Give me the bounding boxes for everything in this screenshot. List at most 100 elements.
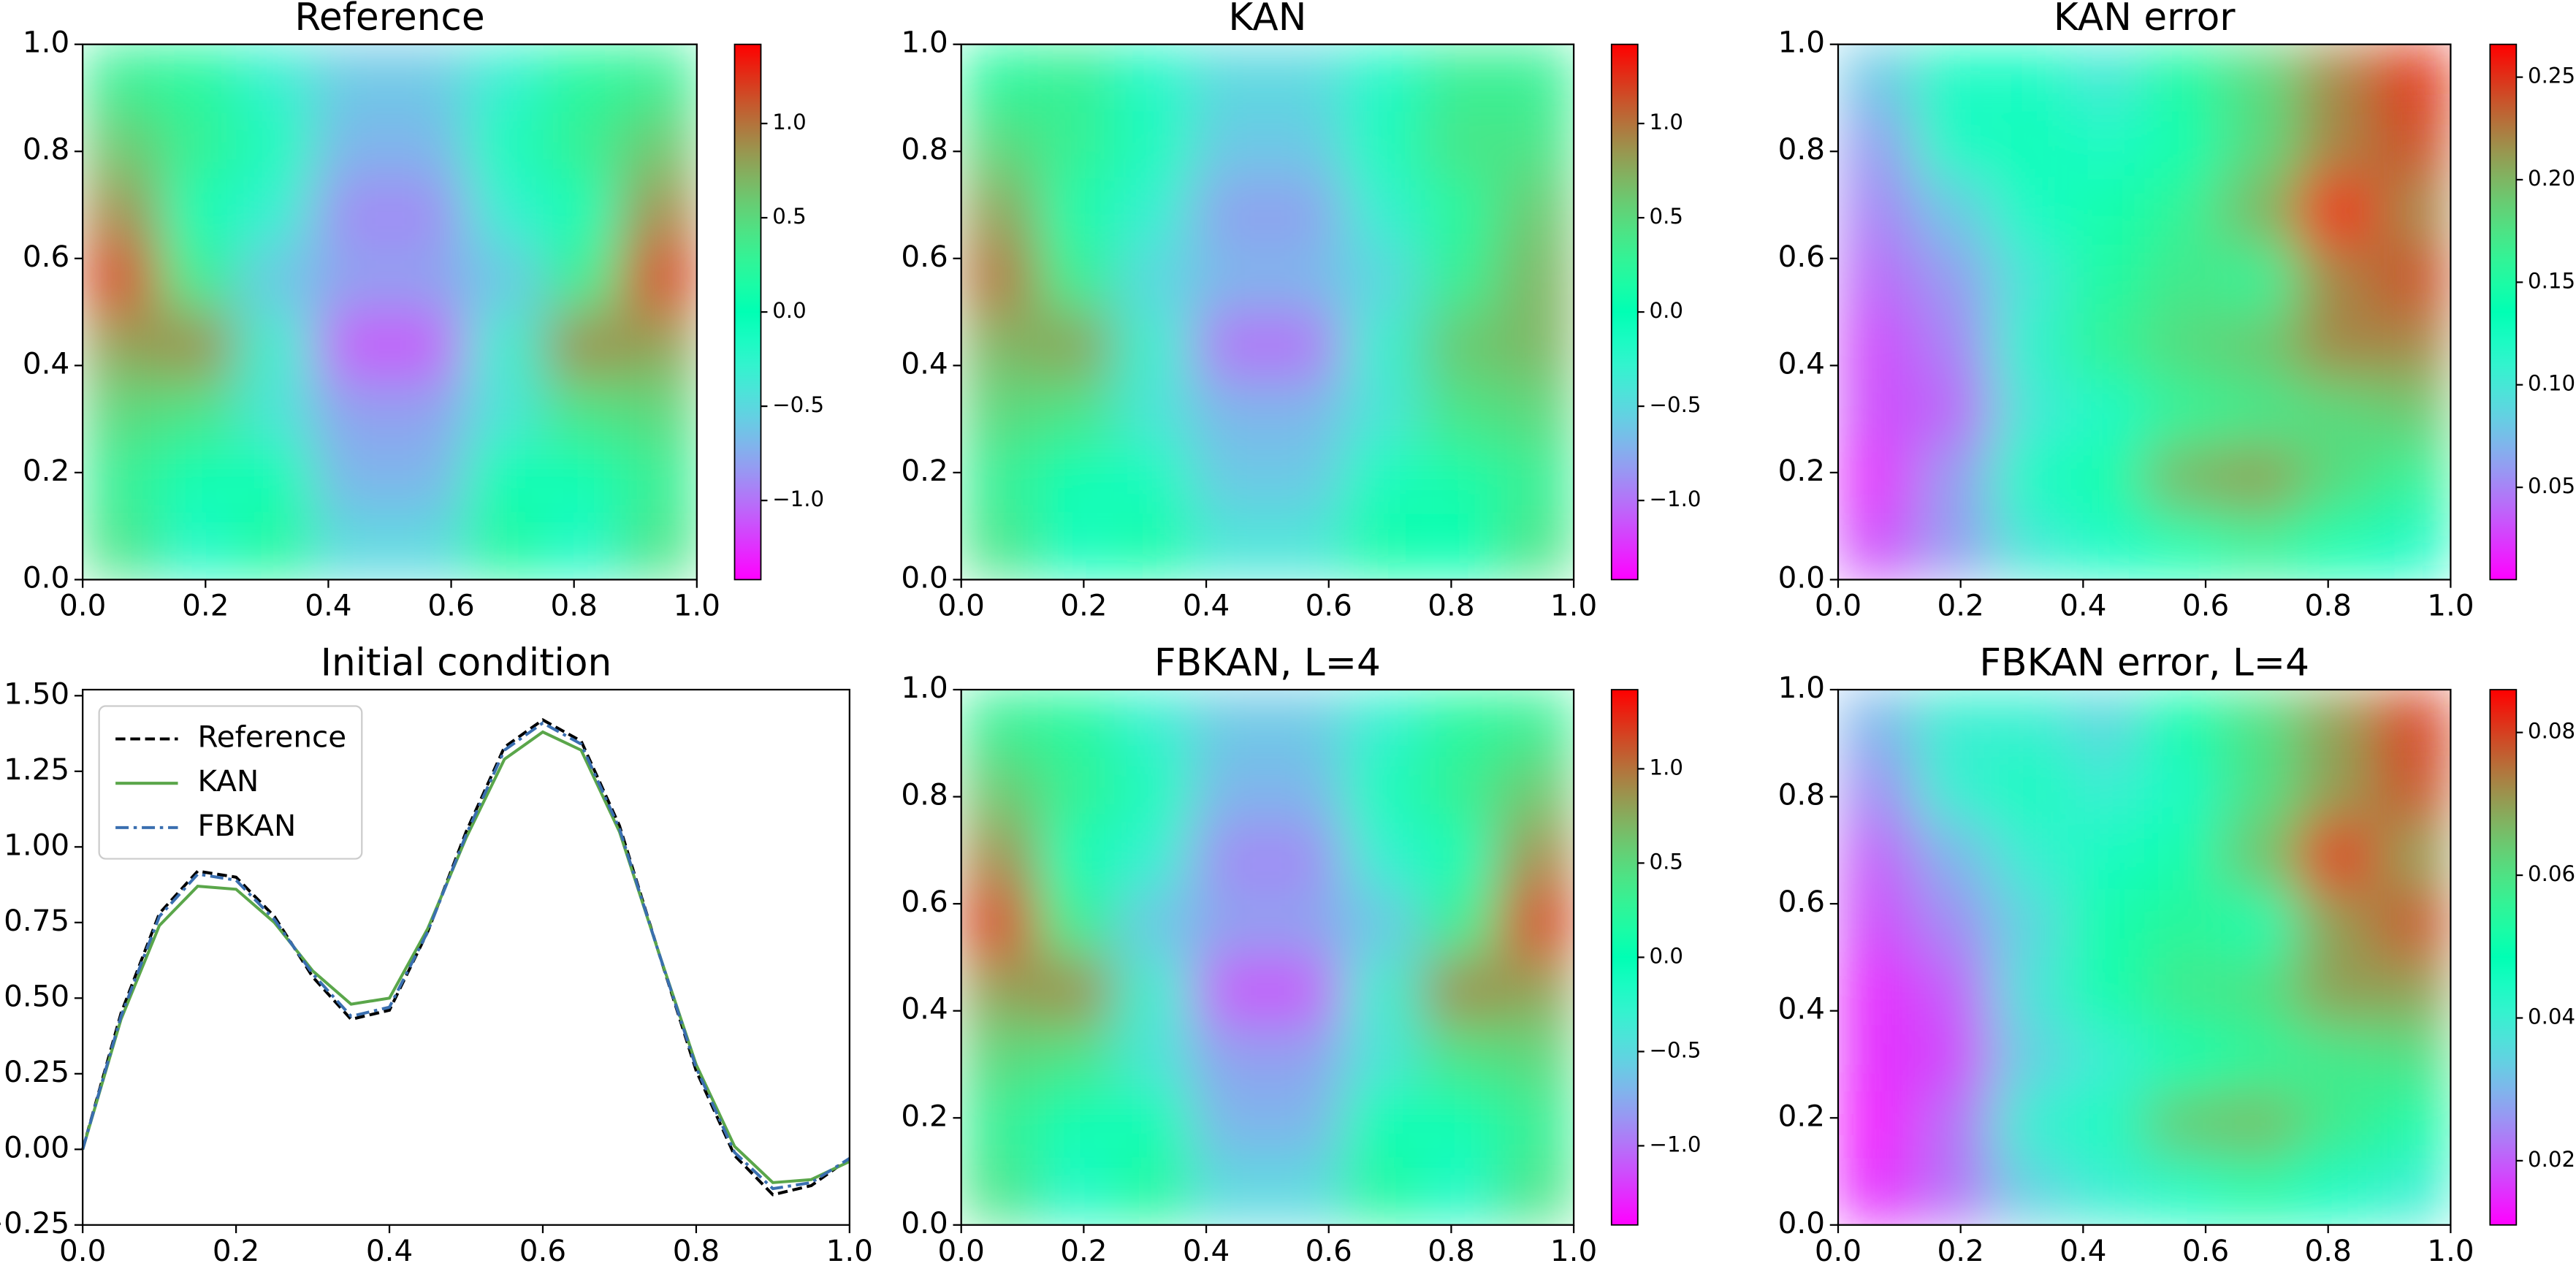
- heatmap-cell: [1497, 823, 1574, 891]
- heatmap-cell: [1914, 245, 1992, 313]
- y-tick-label: −0.25: [0, 1205, 69, 1240]
- heatmap-cell: [1837, 823, 1916, 891]
- heatmap-cell: [1191, 312, 1269, 380]
- colorbar-tick-label: 0.20: [2528, 166, 2575, 191]
- legend: Reference KAN FBKAN: [98, 705, 363, 860]
- heatmap-cell: [1344, 111, 1422, 180]
- heatmap-cell: [961, 446, 1039, 514]
- heatmap-cell: [1114, 823, 1192, 891]
- x-tick-label: 0.4: [366, 1233, 413, 1266]
- heatmap-cell: [2374, 1091, 2451, 1159]
- heatmap-cell: [1344, 378, 1422, 447]
- heatmap-cell: [2220, 1091, 2298, 1159]
- heatmap-cell: [1497, 756, 1574, 825]
- heatmap-cell: [2068, 512, 2146, 580]
- x-tick-label: 0.0: [59, 1233, 106, 1266]
- heatmap-cell: [83, 178, 161, 246]
- panel-title: Reference: [294, 0, 484, 39]
- heatmap-cell: [2068, 957, 2146, 1026]
- heatmap-cell: [2068, 756, 2146, 825]
- heatmap-cell: [389, 178, 468, 246]
- x-tick-label: 0.0: [938, 1233, 985, 1266]
- y-tick-label: 0.4: [901, 346, 948, 381]
- heatmap-cell: [2068, 111, 2146, 180]
- heatmap-cell: [2374, 823, 2451, 891]
- heatmap-cell: [1344, 957, 1422, 1026]
- heatmap-cell: [2068, 446, 2146, 514]
- heatmap-cell: [1114, 178, 1192, 246]
- legend-label: Reference: [198, 719, 347, 754]
- heatmap-cell: [1991, 245, 2069, 313]
- heatmap-cell: [1914, 178, 1992, 246]
- heatmap-cell: [1914, 1024, 1992, 1092]
- heatmap-cell: [1191, 178, 1269, 246]
- heatmap-cell: [961, 512, 1039, 580]
- heatmap-cell: [389, 378, 468, 447]
- heatmap-cell: [2374, 245, 2451, 313]
- heatmap-cell: [2144, 111, 2222, 180]
- heatmap-cell: [2144, 245, 2222, 313]
- heatmap-cell: [1267, 1024, 1345, 1092]
- panel-title: KAN error: [2054, 0, 2236, 39]
- heatmap-cell: [2144, 957, 2222, 1026]
- heatmap-cell: [236, 178, 314, 246]
- y-tick-label: 0.2: [1778, 1098, 1825, 1133]
- y-tick-label: 1.0: [23, 25, 69, 60]
- heatmap-cell: [2374, 1024, 2451, 1092]
- heatmap-cell: [2220, 378, 2298, 447]
- x-tick-label: 0.2: [213, 1233, 259, 1266]
- heatmap-cell: [2144, 378, 2222, 447]
- heatmap-cell: [1344, 446, 1422, 514]
- colorbar-tick-label: 0.0: [1650, 943, 1683, 968]
- heatmap-cell: [2068, 1024, 2146, 1092]
- heatmap-cell: [1344, 823, 1422, 891]
- heatmap-cell: [1114, 44, 1192, 113]
- heatmap-cell: [1114, 690, 1192, 758]
- heatmap-cell: [1191, 890, 1269, 958]
- heatmap: [83, 44, 697, 580]
- heatmap-cell: [2297, 111, 2375, 180]
- heatmap-cell: [1991, 823, 2069, 891]
- heatmap-cell: [1837, 690, 1916, 758]
- heatmap-cell: [2144, 312, 2222, 380]
- heatmap: [1837, 690, 2451, 1225]
- heatmap-cell: [1991, 1024, 2069, 1092]
- heatmap-cell: [2068, 690, 2146, 758]
- heatmap-cell: [1837, 245, 1916, 313]
- colorbar-tick-label: 0.02: [2528, 1147, 2575, 1172]
- heatmap-cell: [2374, 890, 2451, 958]
- heatmap-cell: [83, 378, 161, 447]
- heatmap-cell: [1914, 1158, 1992, 1225]
- heatmap-cell: [2068, 1091, 2146, 1159]
- heatmap-cell: [1037, 1024, 1116, 1092]
- heatmap-cell: [1497, 111, 1574, 180]
- heatmap-cell: [1267, 1158, 1345, 1225]
- x-tick-label: 0.2: [1937, 588, 1984, 623]
- colorbar-tick-label: 0.5: [1650, 204, 1683, 229]
- x-tick-label: 1.0: [674, 588, 720, 623]
- heatmap-cell: [1191, 1024, 1269, 1092]
- colorbar: [1610, 43, 1639, 581]
- x-tick-label: 1.0: [1550, 1233, 1597, 1266]
- heatmap-cell: [620, 378, 697, 447]
- legend-box: [98, 705, 363, 860]
- heatmap-cell: [2374, 111, 2451, 180]
- heatmap-cell: [1114, 890, 1192, 958]
- heatmap-cell: [83, 446, 161, 514]
- heatmap-cell: [1497, 245, 1574, 313]
- heatmap-cell: [1837, 890, 1916, 958]
- heatmap-cell: [1991, 512, 2069, 580]
- heatmap-cell: [1837, 44, 1916, 113]
- heatmap-cell: [1037, 111, 1116, 180]
- heatmap-cell: [1914, 111, 1992, 180]
- heatmap-cells: [83, 44, 697, 580]
- series-line: [81, 721, 850, 1191]
- x-tick-label: 0.8: [2305, 588, 2352, 623]
- heatmap-cell: [1037, 756, 1116, 825]
- heatmap-cell: [2297, 957, 2375, 1026]
- heatmap-cell: [2144, 690, 2222, 758]
- heatmap-cell: [1837, 512, 1916, 580]
- y-tick-label: 0.0: [23, 560, 69, 595]
- heatmap-cell: [1344, 690, 1422, 758]
- heatmap-cell: [620, 312, 697, 380]
